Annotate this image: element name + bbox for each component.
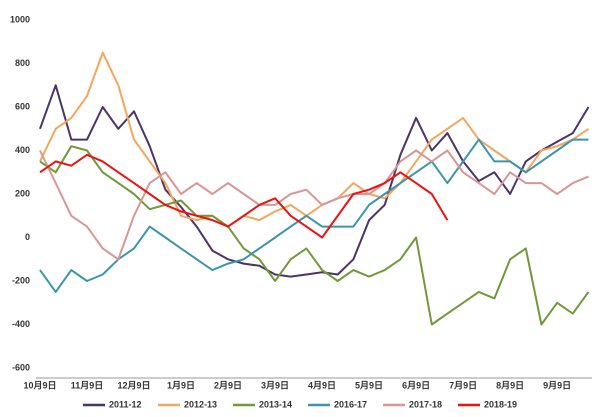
legend-label: 2018-19 (484, 399, 517, 409)
x-tick-label: 10月9日 (23, 380, 56, 390)
y-tick-label: 1000 (10, 14, 30, 24)
x-tick-label: 8月9日 (496, 380, 524, 390)
series-line (39, 51, 590, 228)
y-tick-label: 0 (25, 232, 30, 242)
y-tick-label: 800 (15, 58, 30, 68)
x-tick-label: 3月9日 (261, 380, 289, 390)
series-line (39, 138, 589, 293)
x-tick-label: 7月9日 (449, 380, 477, 390)
y-tick-label: 200 (15, 188, 30, 198)
x-tick-label: 12月9日 (118, 380, 151, 390)
y-tick-label: -200 (12, 275, 30, 285)
series-line (39, 84, 590, 278)
legend-label: 2016-17 (334, 399, 367, 409)
legend-label: 2013-14 (259, 399, 292, 409)
x-tick-label: 1月9日 (167, 380, 195, 390)
series-line (39, 145, 590, 326)
x-tick-label: 5月9日 (355, 380, 383, 390)
y-tick-label: 400 (15, 145, 30, 155)
legend-label: 2017-18 (409, 399, 442, 409)
x-tick-label: 9月9日 (543, 380, 571, 390)
legend-label: 2012-13 (184, 399, 217, 409)
x-tick-label: 4月9日 (308, 380, 336, 390)
y-tick-label: -400 (12, 319, 30, 329)
series-line (39, 149, 589, 261)
y-tick-label: -600 (12, 362, 30, 372)
x-tick-label: 6月9日 (402, 380, 430, 390)
series-line (39, 153, 449, 239)
y-tick-label: 600 (15, 101, 30, 111)
x-tick-label: 11月9日 (71, 380, 104, 390)
x-tick-label: 2月9日 (214, 380, 242, 390)
legend-label: 2011-12 (109, 399, 142, 409)
